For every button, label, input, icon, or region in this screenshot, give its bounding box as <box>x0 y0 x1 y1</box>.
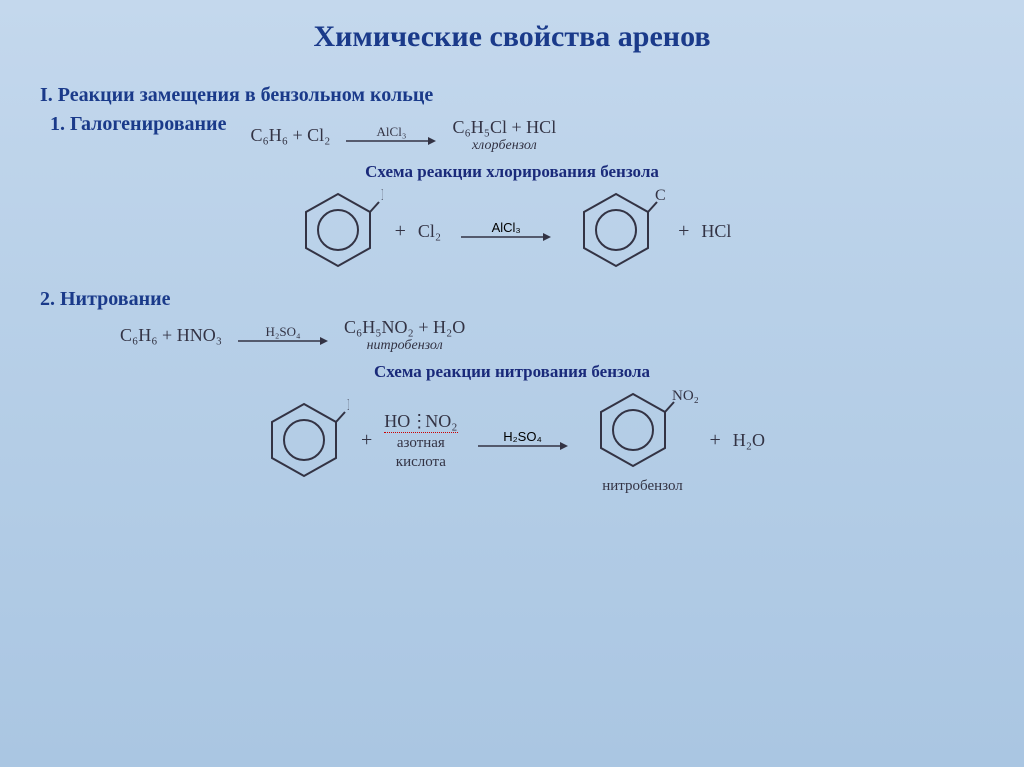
equation-2: C₆H₆ + HNO₃ H₂SO₄ C₆H₅NO₂ + H₂O нитробен… <box>120 317 984 354</box>
arrow-icon <box>346 136 436 146</box>
struct1-byproduct: HCl <box>701 221 731 242</box>
svg-text:NO₂: NO₂ <box>672 388 698 404</box>
reagent-label-2: кислота <box>396 454 446 471</box>
section-heading: I. Реакции замещения в бензольном кольце <box>40 84 984 107</box>
reagent-label-1: азотная <box>397 435 445 452</box>
benzene-ring-icon: Cl <box>571 186 666 276</box>
arrow-icon <box>461 232 551 242</box>
struct2-arrow: H₂SO₄ <box>478 430 568 451</box>
eq2-lhs: C₆H₆ + HNO₃ <box>120 325 222 346</box>
struct2-byproduct: H₂O <box>733 430 765 451</box>
arrow-icon <box>478 441 568 451</box>
benzene-left-2: H <box>259 396 349 486</box>
struct1-arrow: AlCl₃ <box>461 221 551 242</box>
svg-text:Cl: Cl <box>655 187 666 204</box>
eq2-product-name: нитробензол <box>367 338 443 354</box>
benzene-ring-icon: H <box>293 186 383 276</box>
subsection-2: 2. Нитрование <box>40 288 984 311</box>
structure-row-2: H + HO⋮NO₂ азотная кислота H₂SO₄ NO₂ нит… <box>40 386 984 495</box>
scheme1-label: Схема реакции хлорирования бензола <box>40 162 984 182</box>
plus-icon: + <box>678 220 689 243</box>
eq1-lhs: C₆H₆ + Cl₂ <box>250 125 330 146</box>
benzene-ring-icon: H <box>259 396 349 486</box>
eq2-arrow: H₂SO₄ <box>238 325 328 346</box>
eq2-rhs: C₆H₅NO₂ + H₂O <box>344 317 465 338</box>
struct2-right-label: нитробензол <box>602 478 683 495</box>
equation-1: C₆H₆ + Cl₂ AlCl₃ C₆H₅Cl + HCl хлорбензол <box>250 117 556 154</box>
eq1-products: C₆H₅Cl + HCl хлорбензол <box>452 117 556 154</box>
subsection-1: 1. Галогенирование <box>50 113 226 136</box>
structure-row-1: H + Cl₂ AlCl₃ Cl + HCl <box>40 186 984 276</box>
plus-icon: + <box>710 429 721 452</box>
benzene-left-1: H <box>293 186 383 276</box>
struct2-reagent: HO⋮NO₂ <box>384 411 457 433</box>
scheme2-label: Схема реакции нитрования бензола <box>40 362 984 382</box>
nitric-acid-block: HO⋮NO₂ азотная кислота <box>384 411 457 471</box>
page-title: Химические свойства аренов <box>40 20 984 54</box>
nitrobenzene-block: NO₂ нитробензол <box>588 386 698 495</box>
struct1-reagent: Cl₂ <box>418 221 441 242</box>
benzene-right-1: Cl <box>571 186 666 276</box>
eq1-arrow: AlCl₃ <box>346 125 436 146</box>
svg-text:H: H <box>381 187 383 204</box>
eq1-product-name: хлорбензол <box>472 138 537 154</box>
plus-icon: + <box>395 220 406 243</box>
arrow-icon <box>238 336 328 346</box>
eq2-products: C₆H₅NO₂ + H₂O нитробензол <box>344 317 465 354</box>
eq1-rhs: C₆H₅Cl + HCl <box>452 117 556 138</box>
svg-text:H: H <box>347 397 349 414</box>
benzene-ring-icon: NO₂ <box>588 386 698 476</box>
plus-icon: + <box>361 429 372 452</box>
